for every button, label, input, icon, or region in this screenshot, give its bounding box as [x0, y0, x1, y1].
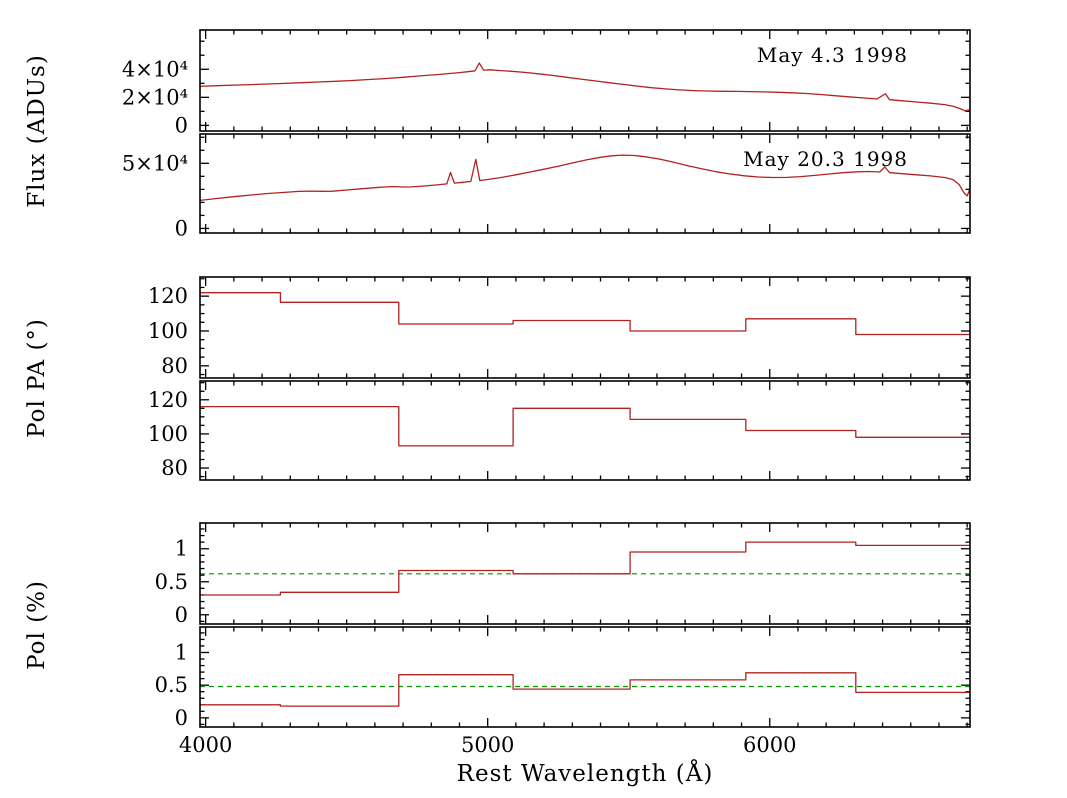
- y-tick-label: 4×10⁴: [122, 57, 188, 81]
- panel-frame: [199, 29, 971, 132]
- y-tick-label: 0: [175, 113, 188, 137]
- series-pol-may4: [200, 541, 970, 596]
- panel-polpa-may20: 80 100 120: [148, 380, 971, 481]
- y-axis-title-pol: Pol (%): [24, 580, 50, 670]
- panel-frame: [199, 626, 971, 728]
- panel-frame: [199, 276, 971, 379]
- panel-frame: [199, 522, 971, 625]
- y-tick-label: 120: [148, 284, 188, 308]
- panel-pol-may20: 0 0.5 1 4000 5000 6000: [155, 626, 971, 757]
- x-tick-label: 6000: [743, 733, 796, 757]
- panel-polpa-may4: 80 100 120: [148, 276, 971, 379]
- panels-group: 0 2×10⁴ 4×10⁴ May 4.3 1998 0 5×10⁴ May 20.3 19…: [122, 29, 971, 757]
- y-tick-label: 100: [148, 319, 188, 343]
- series-polpa-may4: [200, 292, 970, 336]
- y-tick-label: 120: [148, 388, 188, 412]
- y-tick-label: 5×10⁴: [122, 151, 188, 175]
- panel-pol-may4: 00.51: [155, 522, 971, 627]
- y-tick-label: 80: [161, 456, 188, 480]
- series-spectrum-may4: [200, 62, 970, 112]
- tick-marks: [200, 277, 970, 378]
- panel-frame: [199, 380, 971, 481]
- y-tick-label: 100: [148, 422, 188, 446]
- y-tick-label: 0: [175, 706, 188, 730]
- x-axis-title: Rest Wavelength (Å): [457, 759, 714, 787]
- x-tick-label: 5000: [461, 733, 514, 757]
- y-tick-label: 0: [175, 603, 188, 627]
- panel-frame: [199, 133, 971, 234]
- epoch-annotation: May 20.3 1998: [743, 147, 908, 171]
- series-spectrum-may20: [200, 154, 970, 202]
- y-axis-title-polpa: Pol PA (°): [24, 318, 50, 438]
- x-tick-label: 4000: [179, 733, 232, 757]
- y-tick-label: 1: [175, 537, 188, 561]
- panel-flux-may4: 0 2×10⁴ 4×10⁴ May 4.3 1998: [122, 29, 971, 137]
- epoch-annotation: May 4.3 1998: [757, 43, 908, 67]
- y-tick-label: 1: [175, 640, 188, 664]
- tick-marks: [200, 627, 970, 727]
- y-tick-label: 0: [175, 216, 188, 240]
- y-tick-label: 0.5: [155, 570, 188, 594]
- series-polpa-may20: [200, 405, 970, 447]
- y-tick-label: 0.5: [155, 673, 188, 697]
- y-axis-title-flux: Flux (ADUs): [24, 54, 50, 208]
- y-tick-label: 80: [161, 354, 188, 378]
- y-tick-label: 2×10⁴: [122, 85, 188, 109]
- panel-flux-may20: 0 5×10⁴ May 20.3 1998: [122, 133, 971, 240]
- series-pol-may20: [200, 672, 970, 707]
